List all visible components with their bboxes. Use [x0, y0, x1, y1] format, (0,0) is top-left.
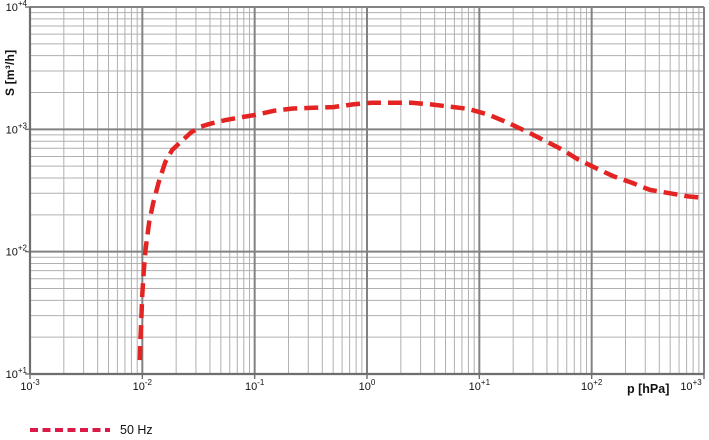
legend: 50 Hz: [28, 423, 153, 437]
y-tick-label: 10+3: [6, 121, 28, 136]
x-tick-label: 10+2: [581, 378, 603, 393]
chart-canvas: 10-3 10-2 10-1 100 10+1 10+2 10+3 10+1 10+2 10+3 1…: [6, 0, 705, 393]
x-tick-label: 10+1: [469, 378, 491, 393]
y-axis-title: S [m³/h]: [3, 49, 17, 96]
x-axis-title: p [hPa]: [627, 382, 670, 396]
x-tick-label: 100: [359, 378, 376, 393]
legend-dash-icon: [30, 428, 110, 432]
x-tick-label: 10-2: [133, 378, 153, 393]
y-tick-label: 10+1: [6, 366, 28, 381]
speed-curve-50hz: [137, 100, 705, 361]
y-tick-label: 10+4: [6, 0, 28, 14]
x-tick-label: 10-3: [20, 378, 40, 393]
x-tick-label: 10+3: [680, 378, 702, 393]
x-tick-label: 10-1: [245, 378, 265, 393]
legend-label: 50 Hz: [120, 423, 153, 437]
y-tick-label: 10+2: [6, 244, 28, 259]
